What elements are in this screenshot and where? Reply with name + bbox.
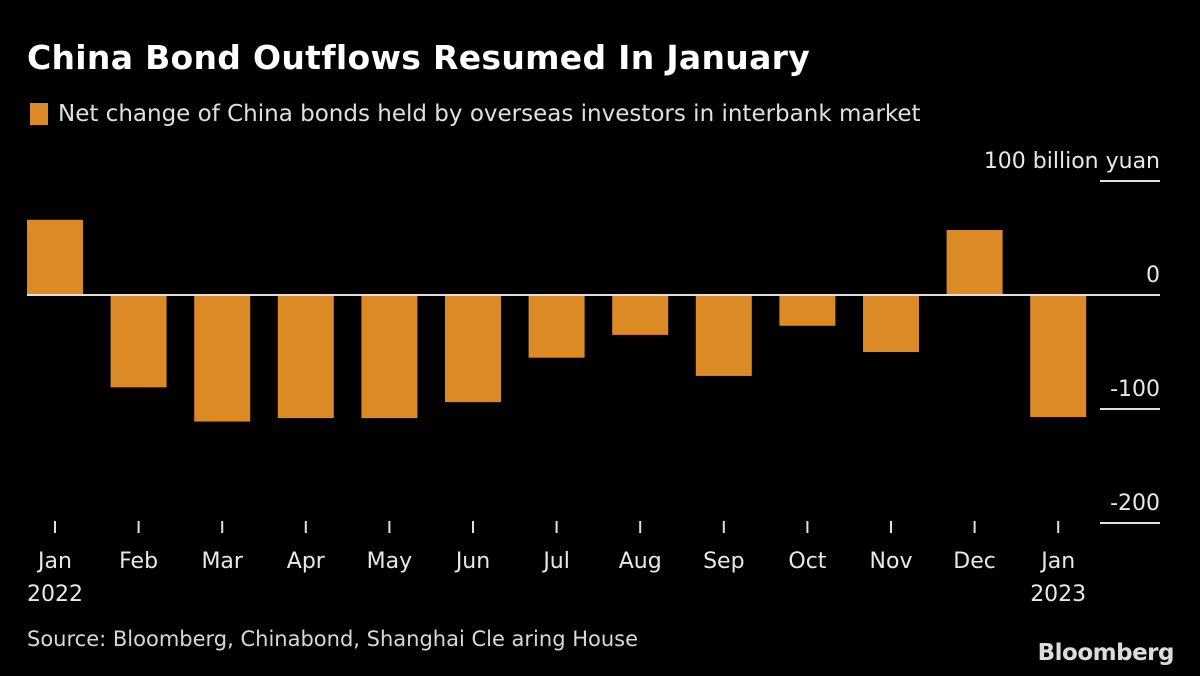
x-tick-label: Aug [619, 549, 662, 574]
bar-may [361, 295, 418, 419]
y-tick-label: -100 [1110, 377, 1160, 402]
legend: Net change of China bonds held by overse… [30, 101, 921, 127]
bar-oct [779, 295, 836, 326]
source-note: Source: Bloomberg, Chinabond, Shanghai C… [27, 627, 639, 651]
bar-apr [277, 295, 334, 419]
x-tick-label: Feb [119, 549, 158, 574]
bar-jan-2022 [27, 219, 83, 295]
x-tick-label: Jul [541, 549, 570, 574]
x-year-label: 2023 [1030, 582, 1086, 607]
chart-title: China Bond Outflows Resumed In January [27, 38, 811, 77]
x-tick-label: Oct [788, 549, 826, 574]
bar-feb [110, 295, 167, 388]
x-tick-label: Mar [201, 549, 243, 574]
bloomberg-logo: Bloomberg [1037, 640, 1175, 666]
y-tick-label: -200 [1110, 491, 1160, 516]
x-tick-label: Jan [36, 549, 72, 574]
bar-jan-2023 [1030, 295, 1087, 417]
bar-nov [863, 295, 919, 352]
x-tick-label: Dec [953, 549, 996, 574]
y-tick-label: 100 billion yuan [984, 149, 1160, 174]
x-tick-label: Jan [1039, 549, 1075, 574]
bar-dec [946, 230, 1003, 295]
bar-jul [528, 295, 585, 358]
x-tick-label: Sep [703, 549, 744, 574]
bar-sep [695, 295, 752, 376]
x-tick-label: Jun [454, 549, 490, 574]
x-year-label: 2022 [27, 582, 83, 607]
x-tick-label: Nov [870, 549, 913, 574]
legend-swatch [30, 103, 48, 125]
bar-mar [194, 295, 251, 422]
bar-aug [612, 295, 669, 335]
x-tick-label: May [367, 549, 412, 574]
bar-jun [445, 295, 501, 403]
x-tick-label: Apr [287, 549, 326, 574]
legend-label: Net change of China bonds held by overse… [58, 101, 921, 127]
y-tick-label: 0 [1146, 263, 1160, 288]
